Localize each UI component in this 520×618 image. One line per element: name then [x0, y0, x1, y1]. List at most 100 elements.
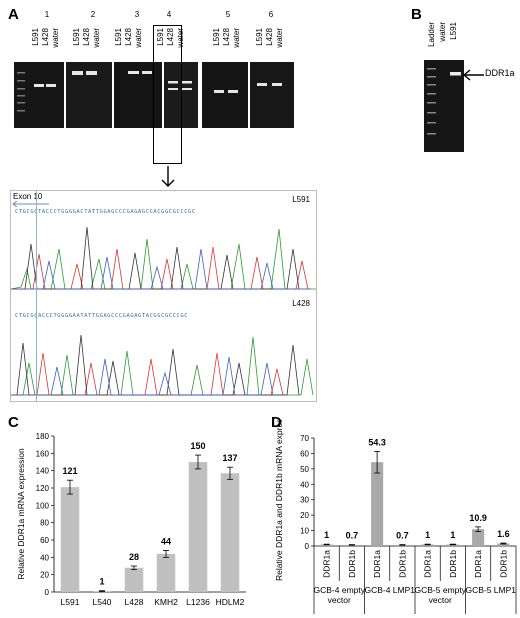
lane-label: water	[92, 28, 101, 48]
bar	[421, 544, 434, 546]
data-label: 150	[190, 441, 205, 451]
gel-number: 2	[90, 10, 96, 19]
data-label: 44	[161, 536, 171, 546]
exon-arrow-icon	[12, 201, 49, 207]
data-label: 0.7	[396, 531, 409, 541]
data-label: 54.3	[368, 437, 386, 447]
lane-label: L591	[449, 22, 458, 40]
lane-label: water	[232, 28, 241, 48]
y-tick-label: 60	[40, 536, 49, 545]
y-tick-label: 10	[300, 527, 309, 536]
lane-label: L591	[255, 28, 264, 46]
y-tick-label: 40	[40, 553, 49, 562]
panel-letter-c: C	[8, 414, 19, 431]
lane-label: L591	[72, 28, 81, 46]
gel-number: 3	[134, 10, 140, 19]
bar	[371, 462, 384, 546]
panel-letter-b: B	[411, 6, 422, 23]
gel-number: 4	[166, 10, 172, 19]
bar	[320, 544, 333, 546]
x-tick-label: DDR1a	[322, 550, 332, 578]
y-tick-label: 70	[300, 434, 309, 443]
gel-4-highlight-box	[153, 25, 182, 164]
panel-letter-a: A	[8, 6, 19, 23]
data-label: 10.9	[469, 513, 487, 523]
x-tick-label: DDR1b	[498, 550, 508, 578]
lane-label: L428	[265, 28, 274, 46]
data-label: 1	[324, 530, 329, 540]
x-tick-label: L591	[61, 597, 80, 607]
lane-label: water	[51, 28, 60, 48]
y-tick-label: 20	[300, 511, 309, 520]
y-tick-label: 160	[36, 449, 50, 458]
data-label: 137	[222, 453, 237, 463]
down-arrow-icon	[161, 166, 175, 187]
x-tick-label: DDR1b	[397, 550, 407, 578]
trace-label-bottom: L428	[292, 299, 310, 308]
y-tick-label: 0	[305, 542, 310, 551]
gel-number: 5	[225, 10, 231, 19]
y-tick-label: 30	[300, 496, 309, 505]
y-tick-label: 20	[40, 571, 49, 580]
data-label: 1	[425, 530, 430, 540]
chromatogram-trace-top	[11, 226, 316, 290]
gel-number: 6	[268, 10, 274, 19]
sequence-bottom: CTGCGCACCCTGGGGAATATTGGAGCCCGAGAGTACGGCG…	[15, 313, 189, 319]
bar	[472, 529, 485, 546]
bar	[60, 487, 80, 592]
lane-label: L428	[222, 28, 231, 46]
ddr1a-band-label: DDR1a	[485, 68, 515, 78]
gel-5	[202, 62, 248, 128]
y-tick-label: 120	[36, 484, 50, 493]
y-tick-label: 40	[300, 480, 309, 489]
left-arrow-icon	[462, 69, 484, 81]
gel-number: 1	[44, 10, 50, 19]
group-label: GCB-4 empty vector	[314, 585, 366, 605]
trace-label-top: L591	[292, 195, 310, 204]
bar	[188, 462, 208, 592]
data-label: 0.7	[346, 531, 359, 541]
lane-label: L428	[124, 28, 133, 46]
x-tick-label: DDR1a	[423, 550, 433, 578]
x-tick-label: DDR1b	[347, 550, 357, 578]
y-tick-label: 60	[300, 449, 309, 458]
chart-d: 0 10 20 30 40 50 60 70 1 DDR1a 0.7 DDR1b 54.3 DDR1a 0.…	[274, 420, 517, 614]
lane-label: water	[438, 22, 447, 42]
x-tick-label: DDR1a	[372, 550, 382, 578]
ladder-bands	[17, 72, 25, 112]
y-tick-label: 0	[45, 588, 50, 597]
lane-label: Ladder	[427, 22, 436, 47]
bar	[156, 553, 176, 592]
y-axis-label: Relative DDR1a and DDR1b mRNA expression	[274, 420, 284, 581]
lane-label: water	[275, 28, 284, 48]
panel-letter-d: D	[271, 414, 282, 431]
x-tick-label: HDLM2	[216, 597, 245, 607]
x-tick-label: DDR1b	[448, 550, 458, 578]
lane-label: L428	[41, 28, 50, 46]
data-label: 1.6	[497, 529, 510, 539]
y-tick-label: 50	[300, 465, 309, 474]
data-label: 1	[450, 530, 455, 540]
lane-label: L591	[31, 28, 40, 46]
x-tick-label: KMH2	[154, 597, 178, 607]
lane-label: water	[134, 28, 143, 48]
gel-bands	[34, 71, 282, 93]
chromatogram-trace-bottom	[11, 334, 314, 396]
x-tick-label: L540	[93, 597, 112, 607]
gel-image-panel-b	[424, 60, 464, 152]
bar	[446, 544, 459, 546]
y-tick-label: 180	[36, 432, 50, 441]
bar	[497, 543, 510, 546]
bar	[220, 473, 240, 592]
y-tick-label: 140	[36, 467, 50, 476]
x-tick-label: DDR1a	[473, 550, 483, 578]
data-label: 28	[129, 552, 139, 562]
y-axis-label: Relative DDR1a mRNA expression	[16, 448, 26, 580]
gel-6	[250, 62, 294, 128]
data-label: 121	[62, 466, 77, 476]
group-label: GCB-5 LMP1	[465, 585, 516, 595]
group-label: GCB-5 empty vector	[415, 585, 467, 605]
x-tick-label: L428	[125, 597, 144, 607]
lane-label: L591	[114, 28, 123, 46]
bar	[124, 567, 144, 592]
